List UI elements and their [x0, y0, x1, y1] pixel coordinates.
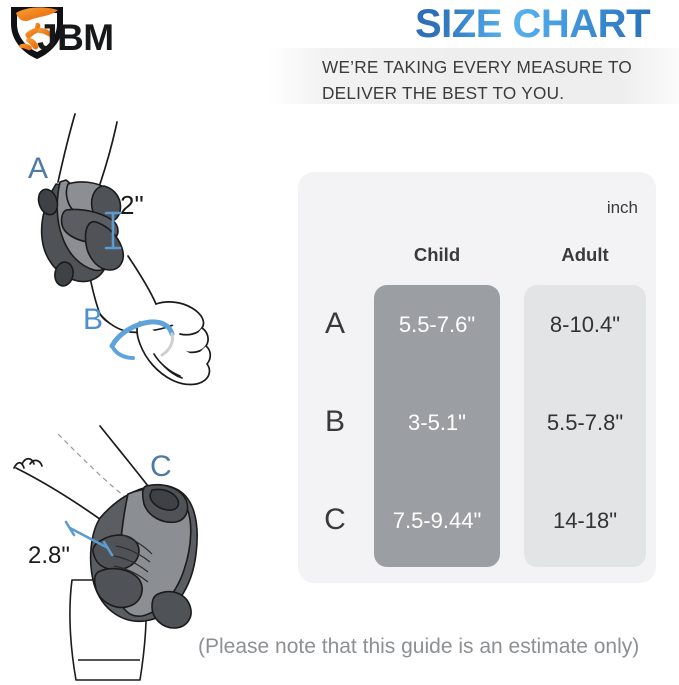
illustration-label-a: A	[28, 152, 49, 185]
child-column-pill	[374, 285, 500, 567]
illustration-label-b: B	[83, 303, 104, 336]
column-header-child: Child	[413, 244, 461, 265]
cell-adult-b: 5.5-7.8"	[546, 410, 624, 435]
cell-adult-a: 8-10.4"	[549, 312, 621, 337]
illustration-label-c: C	[150, 450, 172, 483]
footnote-text: (Please note that this guide is an estim…	[198, 635, 640, 658]
row-label-c: C	[324, 503, 346, 536]
illustration-measure-a: 2"	[120, 190, 144, 220]
brand-logo-text: JBM	[37, 17, 114, 58]
unit-label: inch	[606, 198, 638, 217]
header-band: JBM SIZE CHART WE’RE TAKING EVERY MEASUR…	[0, 0, 679, 110]
header-subtitle: WE’RE TAKING EVERY MEASURE TO DELIVER TH…	[322, 57, 633, 103]
jbm-shield-runner-logo-icon	[11, 7, 63, 59]
subtitle-band	[267, 48, 679, 104]
illustration-measure-c: 2.8"	[28, 542, 70, 569]
cell-child-c: 7.5-9.44"	[392, 508, 482, 533]
adult-column-pill	[524, 285, 646, 567]
cell-child-b: 3-5.1"	[408, 410, 466, 435]
row-label-b: B	[324, 405, 345, 438]
knee-pad-illustration	[13, 425, 198, 681]
cell-adult-c: 14-18"	[552, 508, 618, 533]
title-background	[267, 0, 679, 48]
column-header-adult: Adult	[561, 244, 609, 265]
row-label-a: A	[324, 307, 345, 340]
brand-logo: JBM	[6, 4, 136, 62]
size-table-card: inch Child Adult A B C 5.5-7.6" 3-5.1" 7…	[298, 172, 656, 583]
page-title: SIZE CHART	[415, 2, 679, 46]
cell-child-a: 5.5-7.6"	[398, 312, 476, 337]
elbow-pad-illustration	[37, 113, 212, 386]
